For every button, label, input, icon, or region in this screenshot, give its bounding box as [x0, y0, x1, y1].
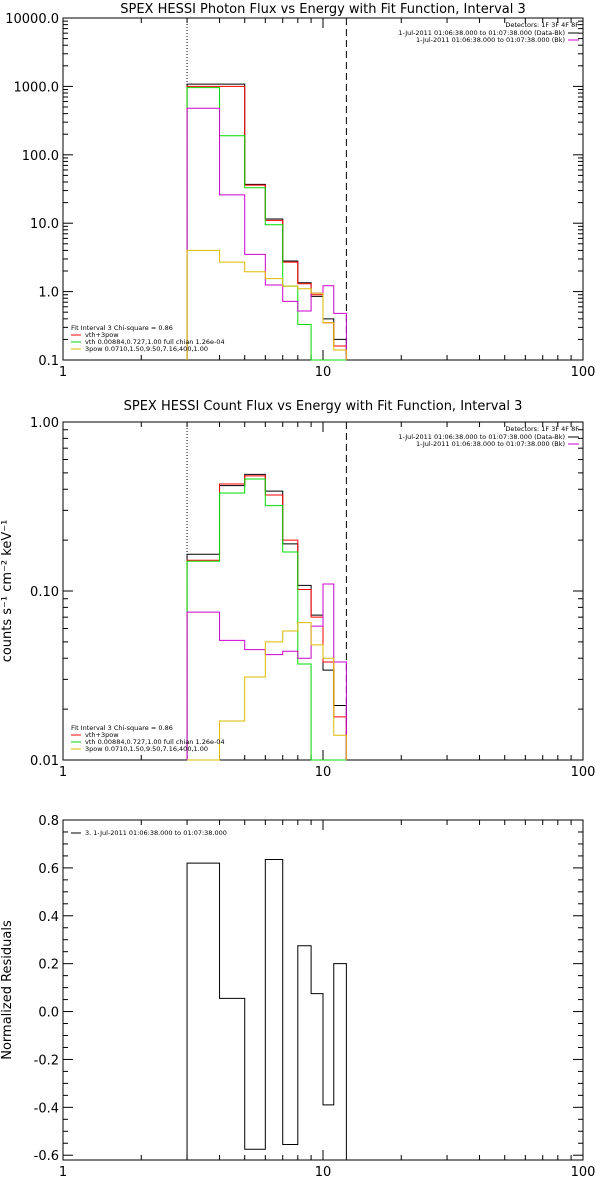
series-line-2 [186, 475, 347, 760]
chart-panel-2: SPEX HESSI Count Flux vs Energy with Fit… [0, 399, 595, 780]
y-tick-label: 1000.0 [14, 80, 60, 95]
plot-frame [62, 819, 584, 1161]
x-tick-label: 1 [59, 1165, 67, 1180]
x-tick-label: 10 [315, 365, 332, 380]
series-line-1 [186, 473, 347, 760]
legend-header: Detectors: 1F 3F 4F 8F [505, 21, 579, 29]
legend-entry-label: vth+3pow [85, 331, 119, 339]
y-tick-label: 0.8 [38, 814, 59, 829]
series-line-5 [187, 622, 347, 761]
y-axis-label: counts s⁻¹ cm⁻² keV⁻¹ [0, 520, 15, 663]
y-tick-label: 0.4 [38, 910, 59, 925]
y-tick-label: 0.10 [30, 585, 59, 600]
legend-entry-label: 1-Jul-2011 01:06:38.000 to 01:07:38.000 … [416, 440, 565, 448]
legend-entry-label: 1-Jul-2011 01:06:38.000 to 01:07:38.000 … [398, 433, 565, 441]
legend-entry-label: 3pow 0.0710,1.50,9.50,7.16,400,1.00 [85, 345, 208, 353]
x-tick-label: 1 [59, 765, 67, 780]
chart-panel-3: 1 10 100 -0.6 -0.4 -0.2 0.0 0.2 0.4 0.6 0.8 Normali… [0, 814, 595, 1180]
series-line-4 [186, 583, 347, 760]
legend-header: Detectors: 1F 3F 4F 8F [505, 425, 579, 433]
series-line-4 [186, 107, 347, 360]
legend-entry-label: 3pow 0.0710,1.50,9.50,7.16,400,1.00 [85, 745, 208, 753]
y-tick-label: 0.6 [38, 862, 59, 877]
y-tick-label: 10000.0 [5, 12, 59, 27]
x-tick-label: 100 [571, 1165, 596, 1180]
y-tick-label: -0.2 [34, 1053, 59, 1068]
series-line-5 [186, 249, 347, 360]
y-tick-label: -0.6 [34, 1149, 59, 1164]
x-tick-label: 1 [59, 365, 67, 380]
legend-entry-label: vth 0.00884,0.727,1.00 full chian 1.26e-… [85, 338, 225, 346]
y-tick-label: -0.4 [34, 1101, 59, 1116]
fit-legend-header: Fit Interval 3 Chi-square = 0.86 [71, 724, 173, 732]
series-line-3 [186, 478, 347, 761]
legend-entry-label: vth+3pow [85, 731, 119, 739]
x-tick-label: 10 [315, 765, 332, 780]
legend-entry-label: vth 0.00884,0.727,1.00 full chian 1.26e-… [85, 738, 225, 746]
y-tick-label: 1.00 [30, 416, 59, 431]
y-axis-label: Normalized Residuals [0, 920, 15, 1060]
legend-entry-label: 3. 1-Jul-2011 01:06:38.000 to 01:07:38.0… [85, 829, 227, 837]
series-line-1 [186, 859, 347, 1160]
y-tick-label: 100.0 [22, 149, 59, 164]
chart-panel-1: SPEX HESSI Photon Flux vs Energy with Fi… [5, 2, 595, 380]
y-tick-label: 0.2 [38, 958, 59, 973]
chart-title: SPEX HESSI Photon Flux vs Energy with Fi… [120, 2, 526, 17]
chart-title: SPEX HESSI Count Flux vs Energy with Fit… [124, 399, 523, 414]
series-line-1 [186, 83, 347, 360]
y-tick-label: 0.0 [38, 1006, 59, 1021]
y-tick-label: 0.01 [30, 754, 59, 769]
series-line-3 [186, 87, 347, 361]
x-tick-label: 100 [571, 365, 596, 380]
series-line-2 [186, 85, 347, 360]
y-tick-label: 1.0 [38, 286, 59, 301]
fit-legend-header: Fit Interval 3 Chi-square = 0.86 [71, 324, 173, 332]
y-tick-label: 0.1 [38, 354, 59, 369]
x-tick-label: 100 [571, 765, 596, 780]
legend-entry-label: 1-Jul-2011 01:06:38.000 to 01:07:38.000 … [398, 29, 565, 37]
y-tick-label: 10.0 [30, 217, 59, 232]
legend-entry-label: 1-Jul-2011 01:06:38.000 to 01:07:38.000 … [416, 36, 565, 44]
x-tick-label: 10 [315, 1165, 332, 1180]
